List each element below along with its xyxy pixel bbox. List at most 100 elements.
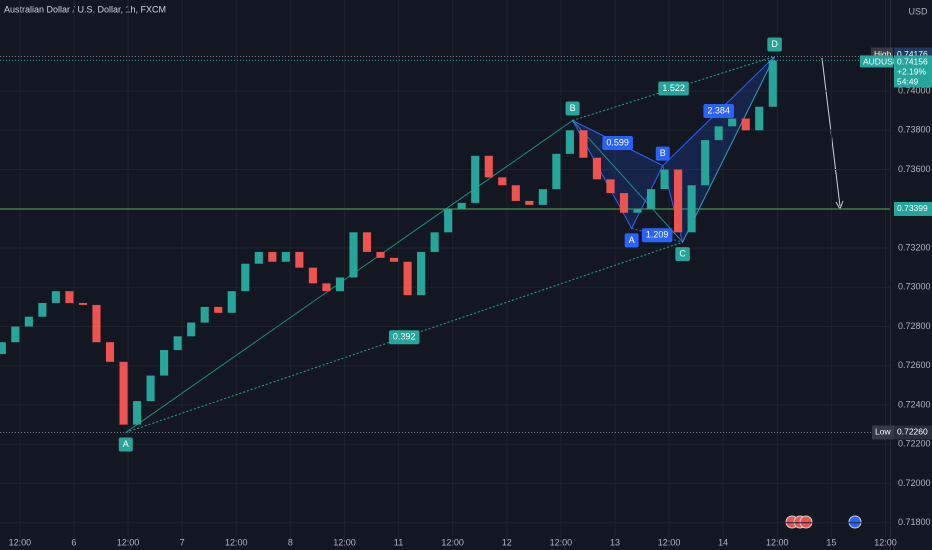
candle-body	[525, 200, 534, 205]
last-value: 54:49	[897, 77, 919, 87]
currency-label[interactable]: USD	[908, 6, 928, 16]
ratio-label: 1.209	[646, 230, 669, 240]
y-tick-label: 0.72000	[898, 478, 931, 488]
candle-body	[119, 361, 128, 425]
x-tick-label: 12:00	[441, 537, 464, 547]
x-tick-label: 13	[610, 537, 620, 547]
candle-body	[51, 291, 60, 303]
candle-body	[308, 267, 317, 284]
point-label: B	[570, 103, 576, 113]
ratio-label-box	[703, 104, 734, 119]
ratio-label: 2.384	[707, 105, 730, 115]
candle-body	[471, 155, 480, 203]
x-tick-label: 12:00	[766, 537, 789, 547]
candle-body	[105, 342, 115, 362]
candle-body	[498, 177, 507, 186]
candle-body	[200, 306, 209, 323]
candle-body	[444, 208, 453, 233]
candle-body	[241, 263, 250, 292]
candle-body	[660, 169, 669, 190]
candle-body	[349, 232, 358, 278]
candle-body	[133, 401, 142, 425]
candle-body	[674, 169, 683, 233]
y-tick-label: 0.72800	[898, 321, 931, 331]
candle-body	[728, 118, 737, 127]
point-label-box	[767, 37, 782, 52]
x-tick-label: 12:00	[117, 537, 140, 547]
x-tick-label: 12	[502, 537, 512, 547]
candle-body	[65, 291, 74, 303]
x-tick-label: 12:00	[225, 537, 248, 547]
low-tag: Low	[875, 427, 891, 437]
candle-body	[701, 140, 710, 186]
candle-body	[389, 257, 399, 262]
point-label-box	[655, 146, 670, 161]
point-label: B	[660, 148, 666, 158]
y-tick-label: 0.73200	[898, 242, 931, 252]
candle-body	[565, 130, 574, 154]
pattern-line	[125, 56, 776, 433]
candle-body	[403, 261, 412, 296]
point-label-box	[675, 247, 690, 262]
candle-body	[146, 375, 155, 402]
x-tick-label: 11	[394, 537, 403, 547]
y-tick-label: 0.72400	[898, 399, 931, 409]
candle-body	[633, 208, 642, 213]
x-tick-label: 12:00	[550, 537, 573, 547]
candle-body	[741, 118, 750, 131]
candle-body	[227, 291, 236, 313]
candle-body	[281, 251, 290, 262]
level-tag-box	[894, 201, 932, 216]
candle-body	[755, 106, 764, 131]
point-label-box	[624, 233, 639, 248]
candle-body	[38, 302, 47, 317]
ratio-label-box	[658, 81, 689, 96]
candle-body	[78, 302, 88, 305]
candle-body	[173, 336, 182, 351]
last-value: +2.19%	[897, 67, 927, 77]
ratio-label: 0.599	[606, 137, 629, 147]
x-tick-label: 12:00	[874, 537, 897, 547]
x-tick-label: 14	[718, 537, 728, 547]
last-value: 0.74156	[897, 57, 928, 67]
y-tick-label: 0.74000	[898, 85, 931, 95]
candle-body	[511, 185, 520, 201]
candle-body	[187, 322, 196, 337]
chart-title: Australian Dollar / U.S. Dollar, 1h, FXC…	[4, 4, 166, 14]
point-label: C	[679, 249, 686, 259]
candle-body	[619, 193, 629, 213]
point-label: D	[771, 39, 778, 49]
candle-body	[0, 342, 6, 354]
candle-body	[362, 232, 372, 252]
event-icon[interactable]	[848, 515, 862, 529]
candle-body	[24, 316, 33, 327]
point-label: A	[629, 235, 635, 245]
symbol-tag: AUDUSD	[863, 57, 899, 67]
x-tick-label: 8	[288, 537, 293, 547]
ratio-label: 1.522	[662, 83, 685, 93]
y-tick-label: 0.73600	[898, 164, 931, 174]
candle-body	[335, 277, 345, 292]
x-tick-label: 12:00	[9, 537, 32, 547]
event-icon[interactable]	[799, 515, 813, 529]
pattern-ratio-line	[572, 120, 663, 167]
low-value: 0.72260	[897, 427, 928, 437]
candle-body	[457, 202, 466, 209]
ratio-label-box	[602, 136, 633, 151]
candle-body	[592, 157, 601, 180]
symbol-tag-box	[860, 55, 893, 68]
point-label-box	[118, 437, 133, 452]
y-tick-label: 0.73000	[898, 282, 931, 292]
point-label: A	[123, 439, 129, 449]
candle-body	[687, 185, 696, 233]
y-tick-label: 0.72600	[898, 360, 931, 370]
candle-body	[417, 251, 426, 296]
candle-body	[254, 251, 263, 264]
level-value: 0.73399	[897, 203, 928, 213]
ratio-label-box	[641, 228, 673, 243]
candle-body	[768, 60, 777, 107]
high-tag: High	[874, 49, 892, 59]
x-tick-label: 6	[71, 537, 76, 547]
